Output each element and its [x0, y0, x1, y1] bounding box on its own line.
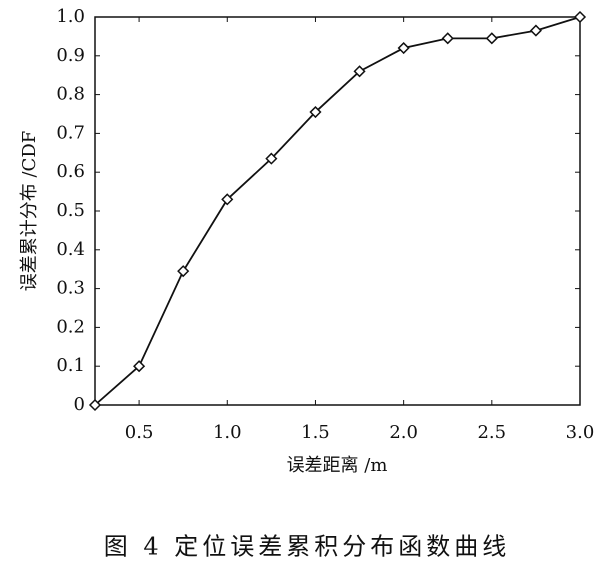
y-tick-label: 0.1	[56, 355, 85, 376]
marker	[397, 41, 410, 55]
marker	[573, 10, 587, 24]
caption: 图 4 定位误差累积分布函数曲线	[104, 533, 511, 561]
x-tick-label: 1.5	[301, 422, 330, 443]
marker	[133, 360, 146, 373]
marker	[485, 32, 498, 45]
marker	[88, 398, 102, 412]
plot-frame	[94, 16, 581, 406]
x-tick-label: 2.5	[477, 422, 506, 443]
marker	[177, 265, 190, 278]
y-tick-label: 0.8	[56, 84, 85, 105]
x-tick-label: 0.5	[125, 422, 154, 443]
marker	[441, 32, 454, 45]
y-tick-label: 0.4	[56, 239, 85, 260]
marker	[265, 152, 278, 165]
marker	[309, 105, 322, 119]
y-tick-label: 0	[74, 394, 85, 415]
x-axis-label: 误差距离 /m	[287, 455, 388, 476]
marker	[221, 193, 234, 206]
series-line	[94, 16, 581, 406]
x-tick-label: 2.0	[389, 422, 418, 443]
y-tick-label: 0.2	[56, 316, 85, 337]
y-tick-label: 0.3	[56, 278, 85, 299]
marker	[529, 24, 542, 37]
y-tick-label: 0.9	[56, 45, 85, 66]
y-tick-label: 1.0	[56, 6, 85, 27]
y-tick-label: 0.6	[56, 161, 85, 182]
y-tick-label: 0.7	[56, 122, 85, 143]
x-tick-label: 3.0	[566, 422, 595, 443]
x-tick-label: 1.0	[213, 422, 242, 443]
y-tick-label: 0.5	[56, 200, 85, 221]
y-axis-label: 误差累计分布 /CDF	[19, 131, 40, 291]
marker	[353, 65, 366, 78]
